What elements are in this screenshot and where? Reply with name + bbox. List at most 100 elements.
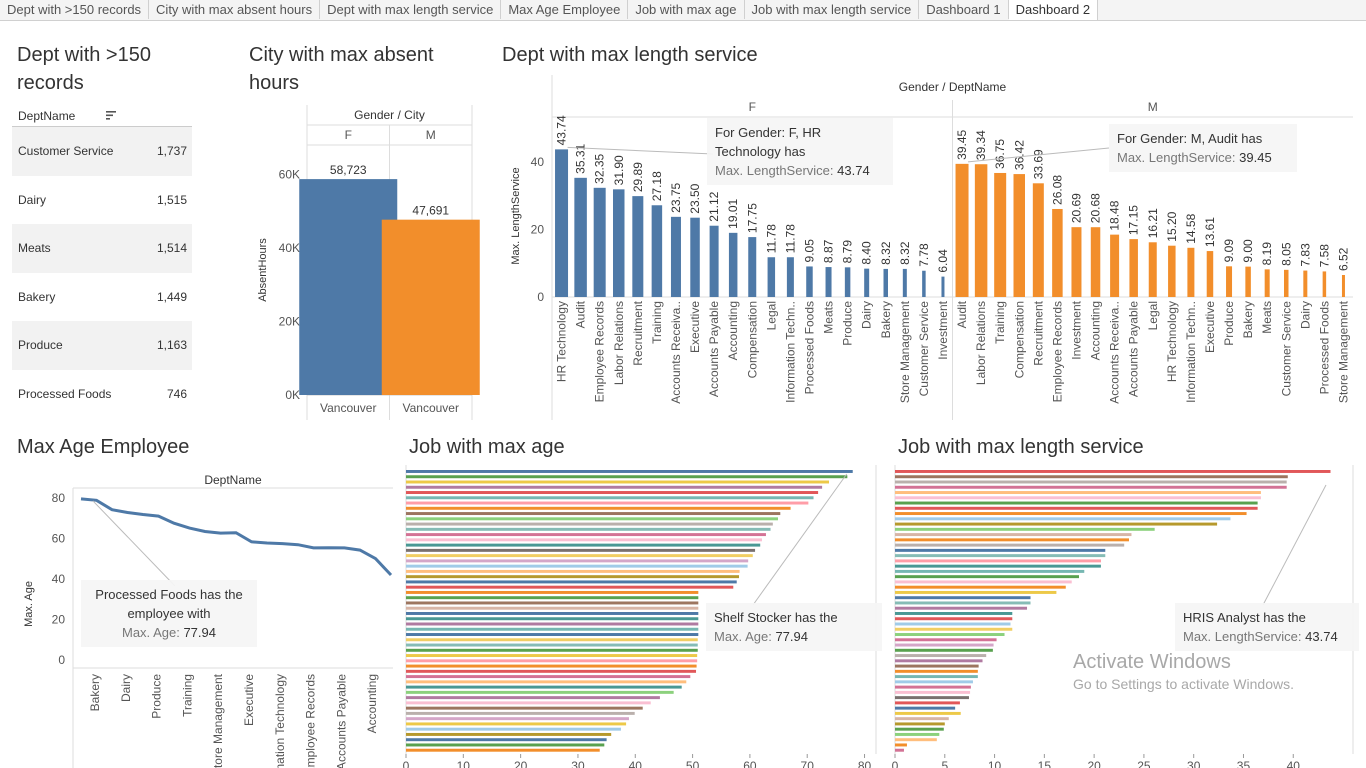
bar bbox=[767, 257, 776, 297]
tooltip-text: HRIS Analyst has the bbox=[1183, 610, 1306, 625]
bar bbox=[994, 172, 1007, 297]
bar-value-label: 20.68 bbox=[1089, 193, 1103, 223]
watermark-subtitle: Go to Settings to activate Windows. bbox=[1073, 676, 1294, 692]
tooltip-text: Technology has bbox=[715, 144, 806, 159]
y-tick-label: 40K bbox=[279, 241, 300, 255]
bar-value-label: 20.69 bbox=[1069, 193, 1083, 223]
bar-value-label: 16.21 bbox=[1146, 208, 1160, 238]
bar bbox=[895, 732, 940, 736]
bar bbox=[895, 470, 1331, 473]
x-tick-label: Accounting bbox=[1089, 301, 1103, 360]
table-header[interactable]: DeptName bbox=[12, 106, 192, 127]
bar bbox=[406, 485, 823, 489]
bar bbox=[1129, 239, 1138, 297]
x-tick-label: HR Technology bbox=[1165, 301, 1179, 382]
tab-job-with-max-age[interactable]: Job with max age bbox=[628, 0, 745, 19]
bar bbox=[406, 622, 699, 626]
table-row[interactable]: Dairy 1,515 bbox=[12, 176, 192, 225]
tab-dashboard-1[interactable]: Dashboard 1 bbox=[919, 0, 1009, 19]
tab-dashboard-2[interactable]: Dashboard 2 bbox=[1008, 0, 1099, 20]
chart-header: DeptName bbox=[204, 473, 262, 487]
bar bbox=[1245, 266, 1251, 297]
pane-label: M bbox=[426, 128, 436, 142]
bar bbox=[1052, 208, 1063, 297]
tab-dept-with-max-length-service[interactable]: Dept with max length service bbox=[320, 0, 502, 19]
bar bbox=[895, 575, 1079, 579]
y-axis-label: AbsentHours bbox=[257, 238, 269, 302]
x-tick-label: Audit bbox=[574, 300, 588, 328]
x-tick-label: Employee Records bbox=[593, 301, 607, 402]
x-tick-label: 50 bbox=[686, 759, 700, 768]
bar bbox=[406, 738, 607, 742]
bar bbox=[895, 717, 949, 721]
bar bbox=[895, 622, 1011, 626]
bar-value-label: 31.90 bbox=[612, 155, 626, 185]
bar bbox=[895, 643, 994, 647]
bar bbox=[406, 496, 814, 500]
x-tick-label: 20 bbox=[514, 759, 528, 768]
tooltip-connector bbox=[567, 146, 714, 155]
x-tick-label: Information Technology bbox=[273, 674, 287, 768]
x-tick-label: Training bbox=[180, 674, 194, 717]
bar bbox=[406, 706, 643, 710]
bar bbox=[883, 268, 888, 297]
table-row[interactable]: Meats 1,514 bbox=[12, 224, 192, 273]
x-tick-label: Labor Relations bbox=[974, 301, 988, 385]
bar bbox=[406, 643, 698, 647]
y-tick-label: 20 bbox=[52, 613, 66, 627]
bar-value-label: 8.32 bbox=[898, 241, 912, 265]
watermark-title: Activate Windows bbox=[1073, 651, 1231, 673]
tab-dept-with-150-records[interactable]: Dept with >150 records bbox=[0, 0, 150, 19]
bar bbox=[895, 669, 978, 673]
bar bbox=[895, 512, 1247, 516]
tooltip-key: Max. LengthService: bbox=[1183, 629, 1302, 644]
tab-max-age-employee[interactable]: Max Age Employee bbox=[501, 0, 629, 19]
bar bbox=[1341, 274, 1345, 297]
chart-header: Gender / City bbox=[354, 108, 425, 122]
bar bbox=[406, 506, 791, 510]
pane-label: F bbox=[749, 100, 756, 114]
table-row[interactable]: Produce 1,163 bbox=[12, 321, 192, 370]
y-tick-label: 80 bbox=[52, 491, 66, 505]
table-row[interactable]: Bakery 1,449 bbox=[12, 273, 192, 322]
x-tick-label: Training bbox=[993, 301, 1007, 344]
x-tick-label: Accounts Payable bbox=[707, 301, 721, 397]
pane-label: M bbox=[1148, 100, 1158, 114]
table-row[interactable]: Customer Service 1,737 bbox=[12, 127, 192, 176]
x-tick-label: Accounts Receiva.. bbox=[1108, 301, 1122, 404]
x-tick-label: Investment bbox=[936, 300, 950, 359]
bar-value-label: 8.40 bbox=[860, 241, 874, 265]
tab-city-with-max-absent-hours[interactable]: City with max absent hours bbox=[149, 0, 321, 19]
bar bbox=[895, 496, 1261, 500]
y-axis-label: Max. LengthService bbox=[510, 167, 522, 264]
bar bbox=[895, 548, 1106, 552]
bar-value-label: 15.20 bbox=[1165, 211, 1179, 241]
x-tick-label: 70 bbox=[801, 759, 815, 768]
bar-value-label: 29.89 bbox=[631, 162, 645, 192]
x-tick-label: Store Management bbox=[898, 300, 912, 403]
bar bbox=[690, 217, 700, 297]
y-tick-label: 60 bbox=[52, 532, 66, 546]
table-row[interactable]: Processed Foods 746 bbox=[12, 370, 192, 419]
bar bbox=[825, 267, 832, 297]
bar bbox=[406, 480, 829, 484]
x-tick-label: Vancouver bbox=[320, 401, 376, 415]
bar bbox=[895, 538, 1129, 542]
bar bbox=[895, 506, 1258, 510]
sort-icon[interactable] bbox=[106, 111, 116, 120]
bar bbox=[895, 554, 1106, 558]
tab-job-with-max-length-service[interactable]: Job with max length service bbox=[745, 0, 920, 19]
bar-value-label: 39.45 bbox=[955, 130, 969, 160]
dept-name-cell: Produce bbox=[18, 338, 63, 352]
city-absent-hours-chart: Gender / City 0K 20K 40K 60K AbsentHours F 58,7… bbox=[257, 105, 480, 420]
x-tick-label: Labor Relations bbox=[612, 301, 626, 385]
dept-name-cell: Customer Service bbox=[18, 144, 114, 158]
y-tick-label: 20K bbox=[279, 314, 300, 328]
tooltip-connector bbox=[752, 473, 848, 606]
x-tick-label: 10 bbox=[988, 759, 1002, 768]
bar bbox=[406, 564, 748, 568]
bar bbox=[406, 606, 699, 610]
y-tick-label: 40 bbox=[531, 155, 545, 169]
bar bbox=[406, 638, 698, 642]
tooltip-text: For Gender: M, Audit has bbox=[1117, 131, 1263, 146]
